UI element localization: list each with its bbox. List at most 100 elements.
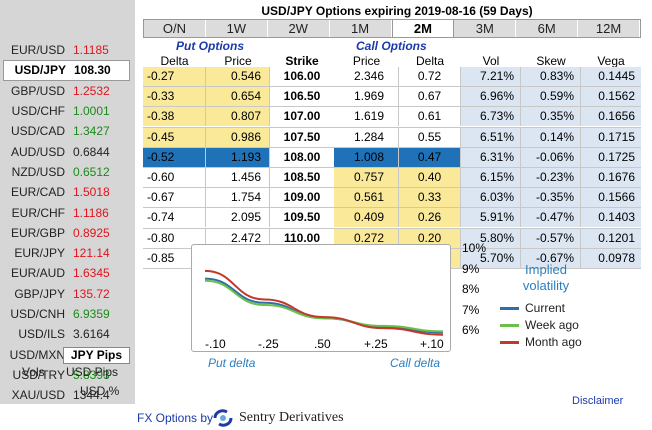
strike-cell: 109.50 (283, 210, 321, 225)
legend-label: Current (525, 301, 566, 315)
usd-percent-option[interactable]: USD % (80, 384, 120, 398)
call-delta-cell: 0.26 (399, 208, 461, 228)
put-price-cell[interactable]: 1.754 (206, 188, 270, 208)
vega-cell: 0.1201 (581, 228, 641, 248)
currency-sidebar: EUR/USD 1.1185 USD/JPY 108.30 GBP/USD 1.2532 U… (0, 0, 135, 404)
pair-name: USD/CHF (11, 104, 65, 119)
table-row[interactable]: -0.52 1.193 108.00 1.008 0.47 6.31% -0.06% 0.17… (143, 147, 641, 168)
currency-pair-eur-usd[interactable]: EUR/USD 1.1185 (3, 40, 130, 60)
pair-rate: 1.6345 (73, 266, 110, 281)
pair-rate: 0.6512 (73, 164, 110, 179)
put-price-cell[interactable]: 0.654 (206, 87, 270, 107)
col-skew: Skew (536, 54, 566, 68)
pair-rate: 1.5018 (73, 185, 110, 200)
tab-1w[interactable]: 1W (206, 20, 268, 37)
currency-pair-usd-chf[interactable]: USD/CHF 1.0001 (3, 101, 130, 121)
call-price-cell[interactable]: 1.969 (334, 87, 399, 107)
legend-label: Month ago (525, 335, 582, 349)
skew-cell: -0.35% (521, 188, 581, 208)
volatility-chart-frame (191, 244, 451, 352)
currency-pair-list: EUR/USD 1.1185 USD/JPY 108.30 GBP/USD 1.2532 U… (3, 40, 130, 405)
table-row[interactable]: -0.80 2.472 110.00 0.272 0.20 5.80% -0.57% 0.12… (143, 228, 641, 249)
currency-pair-usd-cnh[interactable]: USD/CNH 6.9359 (3, 304, 130, 324)
put-price-cell[interactable]: 0.807 (206, 107, 270, 127)
currency-pair-gbp-jpy[interactable]: GBP/JPY 135.72 (3, 284, 130, 304)
currency-pair-nzd-usd[interactable]: NZD/USD 0.6512 (3, 162, 130, 182)
put-delta-cell: -0.80 (143, 228, 206, 248)
put-delta-cell: -0.60 (143, 167, 206, 187)
currency-pair-xau-usd[interactable]: XAU/USD 1344.4 (3, 385, 130, 405)
put-price-cell[interactable]: 2.095 (206, 208, 270, 228)
tab-on[interactable]: O/N (144, 20, 206, 37)
currency-pair-gbp-usd[interactable]: GBP/USD 1.2532 (3, 81, 130, 101)
vega-cell: 0.0978 (581, 248, 641, 268)
call-price-cell[interactable]: 0.409 (334, 208, 399, 228)
usd-pips-option[interactable]: USD Pips (66, 365, 119, 379)
jpy-pips-button[interactable]: JPY Pips (63, 347, 130, 364)
call-price-cell[interactable]: 0.561 (334, 188, 399, 208)
table-row[interactable]: -0.33 0.654 106.50 1.969 0.67 6.96% 0.59% 0.156… (143, 87, 641, 108)
col-vega: Vega (597, 54, 625, 68)
y-tick-label: 8% (462, 282, 480, 297)
currency-pair-eur-chf[interactable]: EUR/CHF 1.1186 (3, 202, 130, 222)
pair-name: NZD/USD (11, 164, 65, 179)
col-put-price: Price (224, 54, 252, 68)
currency-pair-eur-aud[interactable]: EUR/AUD 1.6345 (3, 263, 130, 283)
table-row[interactable]: -0.38 0.807 107.00 1.619 0.61 6.73% 0.35% 0.165… (143, 107, 641, 128)
tab-3m[interactable]: 3M (454, 20, 517, 37)
put-price-cell[interactable]: 0.986 (206, 127, 270, 147)
x-tick-label: +.10 (420, 337, 444, 351)
call-price-cell[interactable]: 1.284 (334, 127, 399, 147)
currency-pair-usd-try[interactable]: USD/TRY 5.8393 (3, 365, 130, 385)
currency-pair-aud-usd[interactable]: AUD/USD 0.6844 (3, 141, 130, 161)
put-price-cell[interactable]: 1.456 (206, 167, 270, 187)
pair-rate: 108.30 (74, 63, 111, 78)
pair-rate: 1.0001 (73, 104, 110, 119)
table-row[interactable]: -0.45 0.986 107.50 1.284 0.55 6.51% 0.14% 0.171… (143, 127, 641, 148)
tab-6m[interactable]: 6M (516, 20, 579, 37)
pair-name: USD/JPY (14, 63, 66, 78)
table-row[interactable]: -0.67 1.754 109.00 0.561 0.33 6.03% -0.35% 0.15… (143, 188, 641, 209)
call-options-header: Call Options (356, 39, 427, 53)
tab-2w[interactable]: 2W (268, 20, 330, 37)
table-row[interactable]: -0.27 0.546 106.00 2.346 0.72 7.21% 0.83% 0.144… (143, 67, 641, 88)
skew-cell: 0.14% (521, 127, 581, 147)
table-row[interactable]: -0.74 2.095 109.50 0.409 0.26 5.91% -0.47% 0.14… (143, 208, 641, 229)
strike-cell: 109.00 (283, 190, 321, 205)
vol-cell: 6.15% (461, 167, 521, 187)
table-row[interactable]: -0.60 1.456 108.50 0.757 0.40 6.15% -0.23% 0.16… (143, 167, 641, 189)
y-tick-label: 9% (462, 261, 480, 276)
currency-pair-eur-gbp[interactable]: EUR/GBP 0.8925 (3, 223, 130, 243)
currency-pair-eur-cad[interactable]: EUR/CAD 1.5018 (3, 182, 130, 202)
tab-1m[interactable]: 1M (330, 20, 392, 37)
call-price-cell[interactable]: 2.346 (334, 67, 399, 86)
tab-12m[interactable]: 12M (578, 20, 640, 37)
pair-rate: 0.8925 (73, 225, 110, 240)
put-price-cell[interactable]: 0.546 (206, 67, 270, 86)
currency-pair-usd-ils[interactable]: USD/ILS 3.6164 (3, 324, 130, 344)
pair-name: EUR/CAD (10, 185, 65, 200)
currency-pair-eur-jpy[interactable]: EUR/JPY 121.14 (3, 243, 130, 263)
pair-rate: 1.3427 (73, 124, 110, 139)
vega-cell: 0.1403 (581, 208, 641, 228)
put-price-cell[interactable]: 2.472 (206, 228, 270, 248)
expiry-tabs: O/N 1W 2W 1M 2M 3M 6M 12M (143, 19, 641, 38)
put-price-cell[interactable]: 1.193 (206, 147, 270, 167)
currency-pair-usd-jpy[interactable]: USD/JPY 108.30 (3, 60, 130, 81)
call-delta-cell: 0.20 (399, 228, 461, 248)
call-delta-cell: 0.67 (399, 87, 461, 107)
call-price-cell[interactable]: 0.757 (334, 167, 399, 187)
pair-name: EUR/USD (10, 43, 65, 58)
call-price-cell[interactable]: 0.272 (334, 228, 399, 248)
put-delta-cell: -0.52 (143, 147, 206, 167)
x-tick-label: -.10 (205, 337, 226, 351)
legend-swatch (500, 306, 519, 310)
call-price-cell[interactable]: 1.619 (334, 107, 399, 127)
col-call-price: Price (352, 54, 381, 68)
skew-cell: 0.35% (521, 107, 581, 127)
call-price-cell[interactable]: 1.008 (334, 147, 399, 167)
tab-2m[interactable]: 2M (391, 20, 455, 37)
vega-cell: 0.1562 (581, 87, 641, 107)
currency-pair-usd-cad[interactable]: USD/CAD 1.3427 (3, 121, 130, 141)
x-tick-label: .50 (314, 337, 331, 351)
